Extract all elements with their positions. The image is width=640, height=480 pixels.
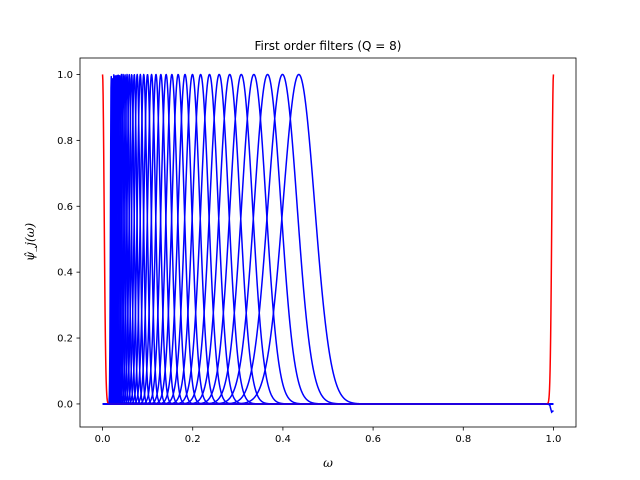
y-tick-label: 1.0	[57, 70, 73, 81]
y-tick-label: 0.2	[57, 334, 73, 345]
x-tick-label: 0.8	[455, 434, 471, 445]
y-tick-label: 0.0	[57, 399, 73, 410]
chart-title: First order filters (Q = 8)	[255, 39, 402, 53]
x-tick-label: 1.0	[546, 434, 562, 445]
y-tick-label: 0.6	[57, 202, 73, 213]
filter-dip-curve	[546, 403, 554, 414]
x-axis-ticks: 0.0 0.2 0.4 0.6 0.8 1.0	[95, 427, 562, 445]
x-tick-label: 0.0	[95, 434, 111, 445]
plot-frame	[79, 57, 577, 428]
y-tick-label: 0.8	[57, 136, 73, 147]
x-tick-label: 0.4	[275, 434, 291, 445]
x-tick-label: 0.2	[185, 434, 201, 445]
filter-curves	[101, 73, 555, 414]
x-axis-label: ω	[323, 456, 333, 470]
y-tick-label: 0.4	[57, 268, 73, 279]
y-axis-label: ψ̂_j(ω)	[23, 223, 37, 262]
y-axis-ticks: 0.0 0.2 0.4 0.6 0.8 1.0	[57, 70, 80, 410]
x-tick-label: 0.6	[365, 434, 381, 445]
